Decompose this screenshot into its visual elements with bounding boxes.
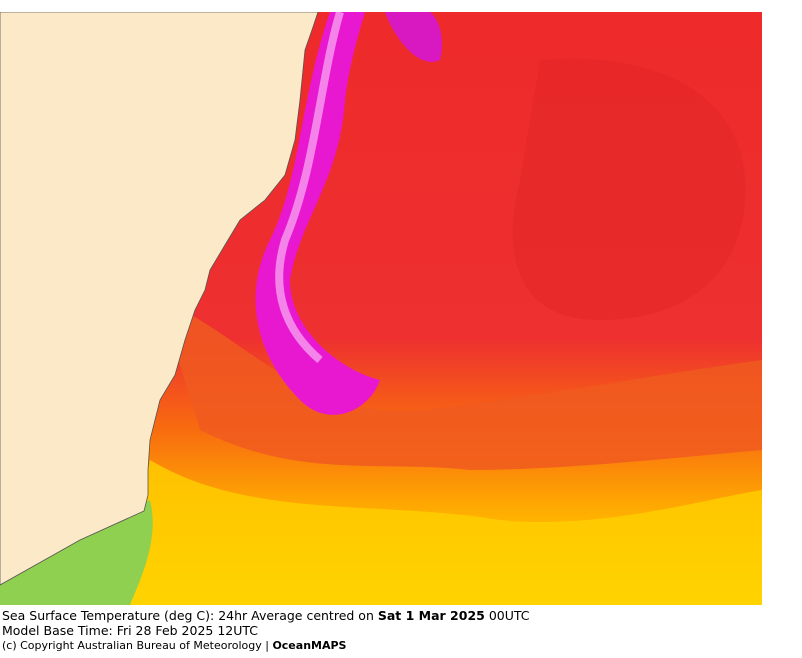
caption-text: Sea Surface Temperature (deg C): 24hr Av…	[2, 608, 378, 623]
caption-line: Sea Surface Temperature (deg C): 24hr Av…	[2, 608, 530, 623]
caption-time: 00UTC	[484, 608, 530, 623]
brand: OceanMAPS	[272, 639, 347, 652]
caption-line: Model Base Time: Fri 28 Feb 2025 12UTC	[2, 623, 259, 638]
copyright: (c) Copyright Australian Bureau of Meteo…	[2, 639, 273, 652]
sea-field	[0, 12, 762, 605]
caption-line: (c) Copyright Australian Bureau of Meteo…	[2, 638, 530, 653]
caption: Sea Surface Temperature (deg C): 24hr Av…	[2, 608, 530, 653]
caption-date: Sat 1 Mar 2025	[377, 608, 485, 623]
